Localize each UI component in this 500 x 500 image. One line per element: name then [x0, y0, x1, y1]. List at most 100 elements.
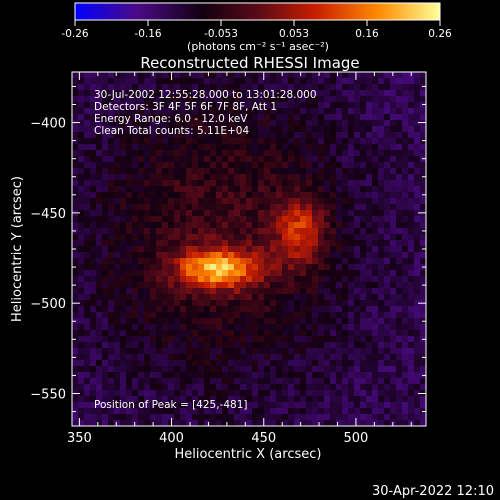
heatmap-pixel	[78, 108, 85, 115]
heatmap-pixel	[384, 132, 391, 139]
x-tick-label: 350	[67, 431, 92, 446]
heatmap-pixel	[378, 330, 385, 337]
heatmap-pixel	[336, 90, 343, 97]
heatmap-pixel	[306, 366, 313, 373]
heatmap-pixel	[336, 150, 343, 157]
heatmap-pixel	[330, 306, 337, 313]
heatmap-pixel	[72, 414, 79, 421]
heatmap-pixel	[408, 306, 415, 313]
heatmap-pixel	[168, 102, 175, 109]
heatmap-pixel	[366, 282, 373, 289]
heatmap-pixel	[372, 372, 379, 379]
heatmap-pixel	[360, 228, 367, 235]
heatmap-pixel	[420, 186, 427, 193]
heatmap-pixel	[360, 252, 367, 259]
heatmap-pixel	[300, 372, 307, 379]
heatmap-pixel	[396, 138, 403, 145]
heatmap-pixel	[150, 324, 157, 331]
heatmap-pixel	[144, 210, 151, 217]
heatmap-pixel	[300, 414, 307, 421]
heatmap-pixel	[90, 414, 97, 421]
heatmap-pixel	[144, 72, 151, 79]
heatmap-pixel	[336, 330, 343, 337]
heatmap-pixel	[156, 222, 163, 229]
heatmap-pixel	[162, 156, 169, 163]
heatmap-pixel	[114, 240, 121, 247]
heatmap-pixel	[210, 270, 217, 277]
heatmap-pixel	[252, 144, 259, 151]
heatmap-pixel	[390, 198, 397, 205]
heatmap-pixel	[204, 180, 211, 187]
heatmap-pixel	[198, 372, 205, 379]
heatmap-pixel	[282, 318, 289, 325]
heatmap-pixel	[78, 84, 85, 91]
heatmap-pixel	[348, 384, 355, 391]
heatmap-pixel	[252, 108, 259, 115]
heatmap-pixel	[78, 120, 85, 127]
heatmap-pixel	[228, 120, 235, 127]
heatmap-pixel	[108, 360, 115, 367]
heatmap-pixel	[156, 276, 163, 283]
heatmap-pixel	[210, 396, 217, 403]
heatmap-pixel	[186, 174, 193, 181]
heatmap-pixel	[114, 108, 121, 115]
heatmap-pixel	[258, 222, 265, 229]
heatmap-pixel	[102, 276, 109, 283]
heatmap-pixel	[90, 306, 97, 313]
heatmap-pixel	[114, 246, 121, 253]
heatmap-pixel	[264, 342, 271, 349]
heatmap-pixel	[234, 366, 241, 373]
heatmap-pixel	[414, 294, 421, 301]
heatmap-pixel	[204, 420, 211, 427]
heatmap-pixel	[402, 366, 409, 373]
heatmap-pixel	[258, 306, 265, 313]
heatmap-pixel	[120, 204, 127, 211]
heatmap-pixel	[294, 138, 301, 145]
heatmap-pixel	[162, 102, 169, 109]
heatmap-pixel	[288, 144, 295, 151]
heatmap-pixel	[186, 390, 193, 397]
heatmap-pixel	[294, 366, 301, 373]
heatmap-pixel	[198, 90, 205, 97]
heatmap-pixel	[396, 150, 403, 157]
heatmap-pixel	[132, 216, 139, 223]
heatmap-pixel	[228, 282, 235, 289]
heatmap-pixel	[264, 162, 271, 169]
heatmap-pixel	[312, 102, 319, 109]
heatmap-pixel	[318, 378, 325, 385]
heatmap-pixel	[360, 294, 367, 301]
heatmap-pixel	[216, 186, 223, 193]
heatmap-pixel	[330, 258, 337, 265]
heatmap-pixel	[132, 264, 139, 271]
heatmap-pixel	[198, 84, 205, 91]
heatmap-pixel	[192, 330, 199, 337]
heatmap-pixel	[312, 114, 319, 121]
heatmap-pixel	[150, 186, 157, 193]
heatmap-pixel	[198, 414, 205, 421]
heatmap-pixel	[216, 366, 223, 373]
heatmap-pixel	[312, 258, 319, 265]
heatmap-pixel	[348, 78, 355, 85]
heatmap-pixel	[150, 414, 157, 421]
heatmap-pixel	[78, 162, 85, 169]
heatmap-pixel	[276, 240, 283, 247]
heatmap-pixel	[420, 132, 427, 139]
heatmap-pixel	[312, 318, 319, 325]
heatmap-pixel	[144, 204, 151, 211]
heatmap-pixel	[222, 72, 229, 79]
heatmap-pixel	[372, 204, 379, 211]
heatmap-pixel	[336, 204, 343, 211]
heatmap-pixel	[342, 186, 349, 193]
heatmap-pixel	[78, 402, 85, 409]
heatmap-pixel	[210, 180, 217, 187]
heatmap-pixel	[108, 384, 115, 391]
heatmap-pixel	[324, 108, 331, 115]
heatmap-pixel	[120, 360, 127, 367]
heatmap-pixel	[210, 414, 217, 421]
heatmap-pixel	[156, 126, 163, 133]
heatmap-pixel	[372, 282, 379, 289]
heatmap-pixel	[150, 282, 157, 289]
heatmap-pixel	[216, 414, 223, 421]
heatmap-pixel	[102, 78, 109, 85]
heatmap-pixel	[396, 264, 403, 271]
